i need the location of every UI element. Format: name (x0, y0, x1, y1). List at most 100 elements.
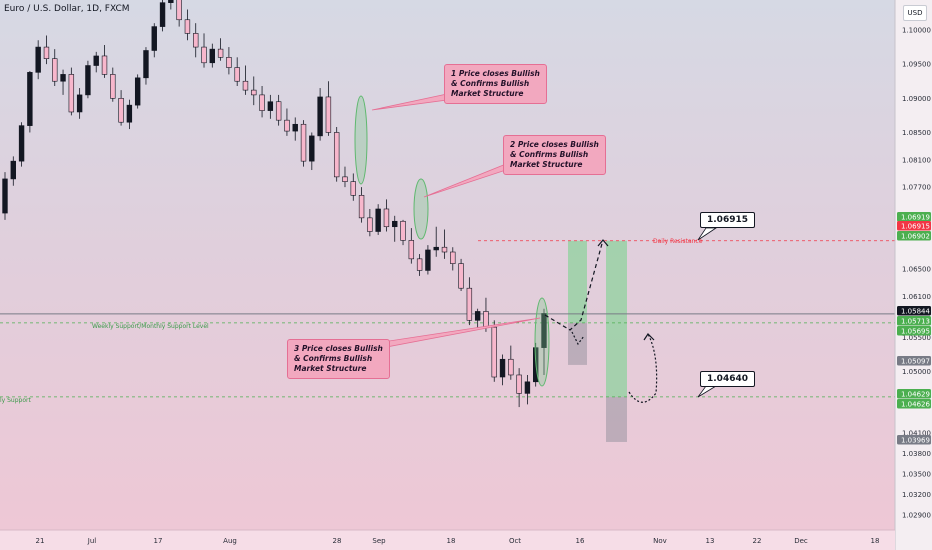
y-tick-label: 1.06100 (902, 293, 931, 301)
price-tag-label: 1.05844 (901, 308, 930, 316)
price-tag-label: 1.05713 (901, 318, 930, 326)
price-axis-bg (895, 0, 932, 550)
x-tick-label: 18 (871, 537, 880, 545)
candle-body (408, 240, 415, 260)
candle-body (126, 104, 133, 123)
callout-2-pointer (697, 385, 718, 398)
candle-body (226, 57, 232, 68)
price-tag-bg (897, 306, 931, 316)
candle-body (168, 0, 174, 3)
y-tick-label: 1.05500 (902, 334, 931, 342)
signal-ellipse-3 (534, 297, 550, 387)
price-tag-bg (897, 221, 931, 231)
candle (85, 60, 91, 99)
candle (52, 49, 58, 87)
candle-body (416, 258, 423, 271)
candle-body (2, 178, 8, 214)
candle (101, 45, 108, 78)
candle (284, 108, 290, 136)
price-tag-label: 1.03969 (901, 437, 930, 445)
candle-body (176, 0, 182, 21)
candle (18, 122, 25, 167)
zone-profit-1 (568, 240, 587, 323)
candlesticks (2, 0, 547, 408)
y-tick-label: 1.09000 (902, 95, 931, 103)
y-tick-label: 1.10000 (902, 27, 931, 35)
target-callout: 1.04640 (700, 371, 755, 387)
projection-paths (544, 239, 658, 403)
candle-body (292, 123, 298, 132)
x-tick-label: Aug (223, 537, 237, 545)
price-tag-label: 1.04626 (901, 401, 930, 409)
candle (392, 215, 398, 242)
horizontal-levels (0, 240, 895, 398)
candle (168, 0, 174, 10)
price-tag: 1.05695 (897, 326, 931, 336)
candle-body (441, 246, 448, 253)
candle (325, 81, 332, 136)
price-tag: 1.06915 (897, 221, 931, 231)
time-axis[interactable]: 21 Jul 17 Aug 28 Sep 18 Oct 16 Nov 13 22 Dec 18 (0, 529, 895, 550)
candle-body (350, 181, 356, 196)
note-3: 3 Price closes Bullish & Confirms Bullis… (287, 339, 390, 379)
time-axis-bg (0, 530, 895, 550)
candle-body (101, 55, 108, 75)
candle-body (251, 89, 257, 96)
x-tick-label: 18 (447, 537, 456, 545)
price-axis[interactable]: 1.10000 1.09500 1.09000 1.08500 1.08100 1.077… (894, 0, 932, 550)
candle-body (43, 46, 50, 59)
price-tag-bg (897, 399, 931, 409)
signal-ellipses (354, 95, 550, 387)
candle (193, 23, 199, 58)
candle (408, 228, 415, 264)
x-tick-label: Nov (653, 537, 667, 545)
candle (151, 23, 157, 58)
currency-button[interactable]: USD (903, 5, 927, 21)
x-tick-label: 21 (36, 537, 45, 545)
candle-body (267, 101, 274, 111)
candle-body (76, 94, 83, 113)
x-tick-label: Sep (372, 537, 386, 545)
x-tick-label: Dec (794, 537, 808, 545)
price-tag-bg (897, 231, 931, 241)
daily-resistance-label: Daily Resistance (653, 238, 703, 245)
projection-arrow-1 (597, 239, 609, 247)
candle (267, 94, 274, 119)
candle-body (68, 74, 75, 113)
candle-body (508, 358, 514, 376)
candle-body (400, 220, 406, 241)
candle (524, 374, 531, 405)
candle-body (383, 208, 390, 228)
price-tag: 1.04626 (897, 399, 931, 409)
candle-body (209, 48, 216, 64)
candle-body (375, 208, 381, 232)
position-zones (568, 240, 627, 442)
candle-body (309, 135, 315, 162)
candle (184, 9, 191, 41)
candle-body (325, 96, 332, 133)
candle (499, 354, 506, 386)
price-tag-label: 1.04629 (901, 391, 930, 399)
x-tick-label: 22 (753, 537, 762, 545)
candle (251, 76, 257, 106)
candle (292, 117, 298, 141)
candle (134, 74, 141, 109)
candle (143, 47, 149, 85)
candle-body (317, 96, 323, 137)
price-tag: 1.06902 (897, 231, 931, 241)
candle (342, 166, 348, 188)
candle (300, 120, 307, 167)
price-tag-label: 1.06919 (901, 214, 930, 222)
zone-loss-2 (606, 396, 627, 442)
x-tick-label: Jul (87, 537, 97, 545)
price-tag-label: 1.06902 (901, 233, 930, 241)
support-label: ly Support (0, 397, 31, 404)
y-tick-label: 1.06500 (902, 266, 931, 274)
candle (68, 67, 75, 116)
note-1: 1 Price closes Bullish & Confirms Bullis… (444, 64, 547, 104)
candle-body (234, 67, 240, 82)
candle-body (466, 287, 473, 321)
candle (209, 43, 216, 68)
candle (433, 226, 439, 257)
